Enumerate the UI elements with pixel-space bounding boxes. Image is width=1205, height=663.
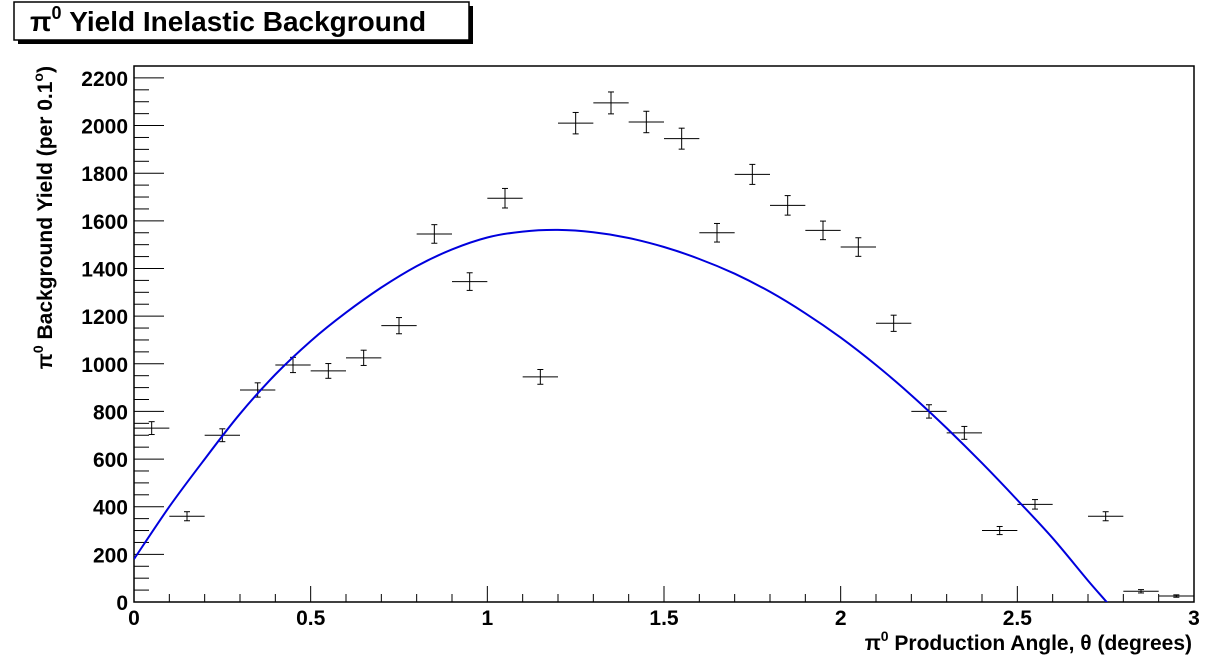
data-point [982, 525, 1018, 536]
data-point [240, 382, 276, 398]
x-tick-label: 2.5 [1003, 607, 1033, 630]
y-tick-label: 1200 [81, 306, 128, 329]
x-tick-label: 1.5 [649, 607, 679, 630]
data-point [134, 421, 170, 436]
data-point [628, 110, 664, 134]
y-tick-label: 2000 [81, 116, 128, 139]
data-point [310, 363, 346, 379]
data-point [1158, 594, 1194, 598]
y-axis: 0 200 400 600 800 1000 1200 1400 1600 1800 2000 220… [81, 65, 164, 615]
data-point [770, 195, 806, 216]
data-point [593, 91, 629, 115]
x-axis: 0 0.5 1 1.5 2 2.5 3 [128, 586, 1200, 630]
y-tick-label: 2200 [81, 68, 128, 91]
data-point [876, 314, 912, 332]
data-point [416, 224, 452, 244]
title-box: π0 Yield Inelastic Background [13, 1, 473, 44]
fit-curve-group [134, 228, 1108, 602]
y-tick-label: 200 [93, 544, 128, 567]
data-point [699, 222, 735, 243]
y-axis-title: π0 Background Yield (per 0.1o) [30, 66, 57, 369]
y-tick-label: 800 [93, 401, 128, 424]
x-tick-label: 0 [128, 607, 140, 630]
y-tick-label: 600 [93, 449, 128, 472]
x-tick-label: 0.5 [296, 607, 326, 630]
data-point [558, 111, 594, 135]
chart-title: π0 Yield Inelastic Background [30, 3, 426, 37]
x-tick-label: 3 [1188, 607, 1200, 630]
y-tick-label: 1600 [81, 211, 128, 234]
y-tick-label: 0 [116, 592, 128, 615]
data-point [805, 220, 841, 241]
y-tick-label: 1400 [81, 258, 128, 281]
title-box-frame [13, 1, 470, 41]
y-tick-label: 1800 [81, 163, 128, 186]
data-point [840, 237, 876, 257]
y-tick-label: 400 [93, 497, 128, 520]
data-point [664, 127, 700, 150]
data-point [381, 317, 417, 335]
x-axis-title: π0 Production Angle, θ (degrees) [865, 628, 1192, 655]
x-tick-label: 2 [835, 607, 847, 630]
data-point [1123, 589, 1159, 594]
data-point [487, 187, 523, 209]
data-point [734, 163, 770, 185]
data-point [452, 272, 488, 291]
fit-curve [134, 228, 1108, 602]
data-points [134, 91, 1194, 598]
data-point [346, 349, 382, 366]
y-tick-label: 1000 [81, 354, 128, 377]
data-point [522, 368, 558, 385]
data-point [1088, 511, 1124, 522]
plot-frame [133, 65, 1195, 603]
data-point [1017, 499, 1053, 510]
x-tick-label: 1 [481, 607, 493, 630]
data-point [169, 511, 205, 522]
